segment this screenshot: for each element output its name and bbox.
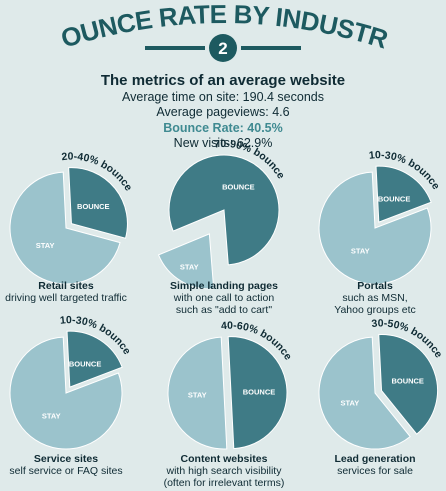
caption-subtitle: with one call to action — [173, 292, 275, 304]
stay-slice — [157, 233, 215, 290]
bounce-label: BOUNCE — [69, 360, 102, 369]
caption-subtitle: driving well targeted traffic — [5, 292, 127, 304]
number-badge-label: 2 — [218, 39, 227, 58]
caption-title: Simple landing pages — [170, 280, 278, 292]
stay-label: STAY — [36, 241, 55, 250]
bounce-slice — [66, 330, 123, 388]
caption-4: Service sites self service or FAQ sites — [0, 453, 141, 477]
stay-slice — [167, 336, 228, 450]
stay-slice — [9, 336, 123, 450]
stay-label: STAY — [180, 263, 199, 272]
caption-title: Portals — [357, 280, 393, 292]
stay-slice — [9, 171, 121, 285]
caption-subtitle: Yahoo groups etc — [334, 304, 416, 316]
caption-subtitle: with high search visibility — [166, 465, 282, 477]
bounce-label: BOUNCE — [222, 183, 255, 192]
caption-5: Content websites with high search visibil… — [149, 453, 299, 489]
caption-title: Retail sites — [38, 280, 94, 292]
metrics-heading: The metrics of an average website — [100, 72, 346, 89]
stay-label: STAY — [341, 399, 360, 408]
stay-slice — [318, 171, 432, 285]
caption-2: Simple landing pages with one call to act… — [149, 280, 299, 316]
bounce-slice — [68, 167, 128, 239]
caption-subtitle: such as "add to cart" — [175, 304, 273, 316]
caption-1: Retail sites driving well targeted traffi… — [0, 280, 141, 304]
caption-subtitle: self service or FAQ sites — [9, 465, 123, 477]
title-banner: BOUNCE RATE BY INDUSTRY 2 — [0, 0, 392, 62]
caption-subtitle: services for sale — [337, 465, 413, 477]
bounce-slice — [227, 336, 288, 450]
metric-new-visits: New visits: 62.9% — [173, 136, 273, 150]
caption-subtitle: (often for irrelevant terms) — [163, 477, 285, 489]
bounce-label: BOUNCE — [243, 387, 276, 396]
bounce-slice — [375, 165, 432, 223]
caption-3: Portals such as MSN, Yahoo groups etc — [300, 280, 446, 316]
bounce-slice — [168, 154, 280, 266]
metric-pageviews: Average pageviews: 4.6 — [156, 105, 290, 119]
metrics-panel: The metrics of an average website Averag… — [0, 73, 446, 152]
stay-label: STAY — [42, 412, 61, 421]
number-badge — [209, 34, 237, 62]
bounce-label: BOUNCE — [378, 195, 411, 204]
bounce-label: BOUNCE — [77, 202, 110, 211]
metric-bounce-rate: Bounce Rate: 40.5% — [163, 120, 283, 135]
stay-slice — [318, 336, 411, 450]
stay-label: STAY — [351, 247, 370, 256]
caption-title: Content websites — [180, 453, 268, 465]
stay-label: STAY — [188, 390, 207, 399]
bounce-label: BOUNCE — [391, 377, 424, 386]
bounce-slice — [378, 334, 439, 435]
caption-6: Lead generation services for sale — [300, 453, 446, 477]
metric-time-on-site: Average time on site: 190.4 seconds — [122, 89, 324, 104]
caption-title: Lead generation — [334, 453, 416, 465]
caption-title: Service sites — [33, 453, 99, 465]
caption-subtitle: such as MSN, — [342, 292, 408, 304]
